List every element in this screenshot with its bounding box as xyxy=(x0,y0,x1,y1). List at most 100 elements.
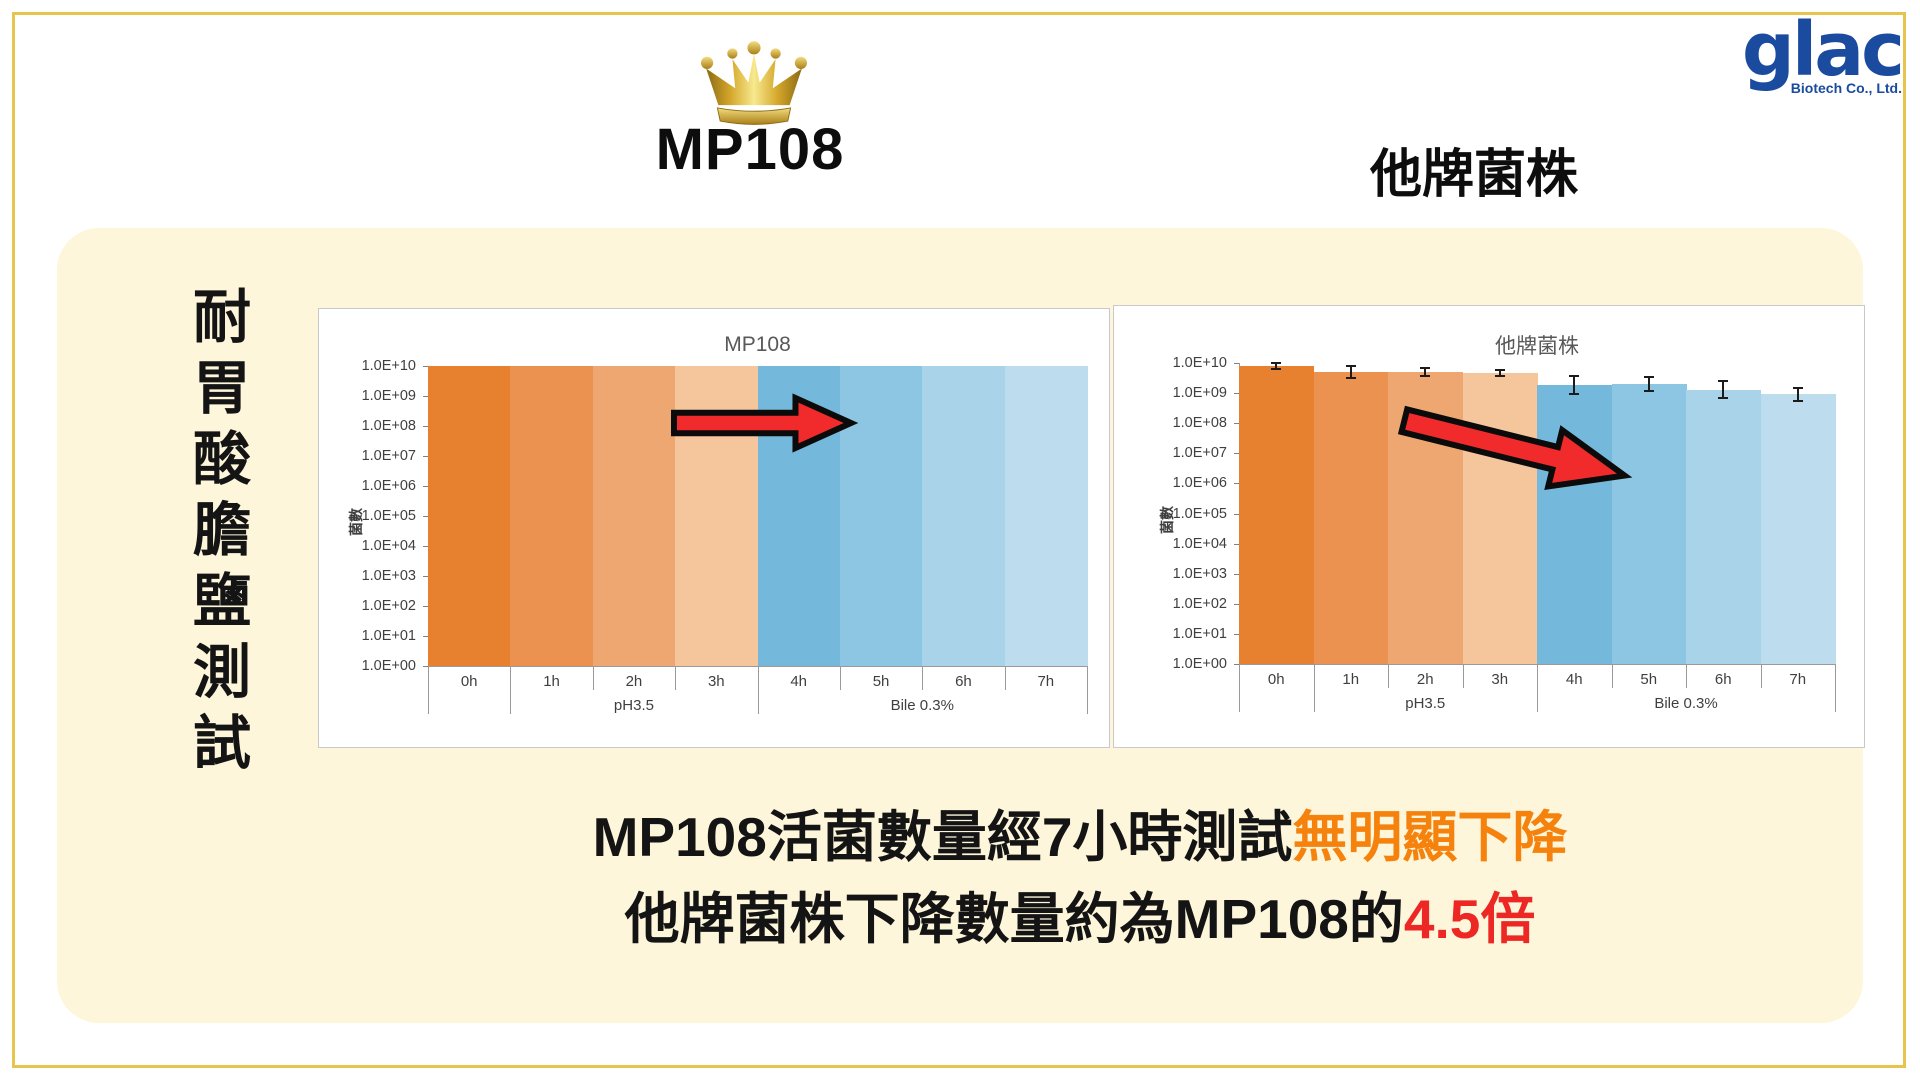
mp108-chart: MP108 菌數 1.0E+10 1.0E+09 1.0E+08 1.0E+07 1.0E+… xyxy=(318,308,1110,748)
y-tick-label: 1.0E+03 xyxy=(1172,565,1227,582)
summary-segment: MP108活菌數量經7小時測試 xyxy=(592,806,1293,868)
category-separator-tick xyxy=(1611,664,1613,688)
y-tick-mark xyxy=(1234,603,1239,605)
y-tick-mark xyxy=(1234,453,1239,455)
y-tick-label: 1.0E+01 xyxy=(1172,625,1227,642)
y-tick-mark xyxy=(423,576,428,577)
error-bar-cap xyxy=(1718,380,1729,383)
y-tick-mark xyxy=(1234,513,1239,515)
summary-segment: 他牌菌株下降數量約為MP108的 xyxy=(624,888,1404,950)
y-tick-mark xyxy=(1234,483,1239,485)
y-tick-label: 1.0E+05 xyxy=(361,508,416,524)
category-separator-tick xyxy=(1388,664,1389,688)
bar-3h xyxy=(1462,373,1538,664)
x-category-label: 1h xyxy=(543,673,560,690)
x-category-label: 7h xyxy=(1037,673,1055,690)
error-bar-cap xyxy=(1792,386,1803,389)
summary-segment: 無明顯下降 xyxy=(1292,806,1568,868)
y-tick-mark xyxy=(1234,664,1239,665)
y-tick-mark xyxy=(423,546,428,547)
y-tick-label: 1.0E+03 xyxy=(361,568,416,584)
x-category-label: 2h xyxy=(1416,671,1434,688)
y-tick-mark xyxy=(1234,573,1239,575)
y-tick-mark xyxy=(1234,363,1239,364)
bar-1h xyxy=(510,366,594,666)
error-bar-cap xyxy=(1792,400,1803,403)
glac-logo-wordmark: glac xyxy=(1741,7,1905,93)
y-tick-mark xyxy=(423,396,428,397)
x-category-label: 5h xyxy=(872,673,890,690)
trend-arrow-icon xyxy=(671,393,859,453)
error-bar-cap xyxy=(1718,397,1729,400)
glac-logo-subtitle: Biotech Co., Ltd. xyxy=(1790,80,1902,96)
y-tick-label: 1.0E+00 xyxy=(1172,656,1227,672)
x-group-label: pH3.5 xyxy=(1405,695,1446,712)
y-tick-mark xyxy=(1234,393,1239,395)
error-bar xyxy=(1647,377,1650,391)
gold-crown-icon xyxy=(700,41,808,125)
group-separator-tick xyxy=(1537,664,1538,712)
error-bar xyxy=(1796,387,1799,402)
y-tick-mark xyxy=(423,366,428,367)
y-tick-label: 1.0E+07 xyxy=(361,448,416,464)
y-tick-mark xyxy=(423,636,428,637)
y-tick-label: 1.0E+02 xyxy=(361,598,416,614)
x-category-label: 5h xyxy=(1640,671,1658,688)
y-tick-label: 1.0E+07 xyxy=(1172,445,1227,462)
y-tick-label: 1.0E+00 xyxy=(361,658,416,674)
error-bar xyxy=(1498,370,1501,377)
y-tick-mark xyxy=(423,456,428,457)
bar-5h xyxy=(839,366,923,666)
y-tick-label: 1.0E+08 xyxy=(1172,415,1227,432)
x-category-label: 4h xyxy=(1565,671,1583,688)
x-category-label: 7h xyxy=(1789,671,1807,688)
y-tick-label: 1.0E+04 xyxy=(361,538,416,554)
y-tick-mark xyxy=(1234,633,1239,635)
y-tick-label: 1.0E+01 xyxy=(361,628,416,644)
summary-text-block: MP108活菌數量經7小時測試無明顯下降 他牌菌株下降數量約為MP108的4.5… xyxy=(300,796,1860,960)
y-tick-mark xyxy=(1234,423,1239,425)
group-separator-tick xyxy=(428,666,429,714)
mp108-product-title: MP108 xyxy=(655,117,845,182)
chart-title: MP108 xyxy=(724,333,791,356)
bar-4h xyxy=(1537,385,1612,664)
group-separator-tick xyxy=(757,666,759,714)
error-bar xyxy=(1275,362,1278,369)
error-bar-cap xyxy=(1271,367,1282,370)
y-tick-mark xyxy=(1234,543,1239,545)
x-category-label: 6h xyxy=(955,673,972,690)
x-group-label: pH3.5 xyxy=(613,697,654,714)
group-separator-tick xyxy=(1087,666,1088,714)
x-category-label: 1h xyxy=(1342,671,1360,688)
category-separator-tick xyxy=(1462,664,1464,688)
error-bar-cap xyxy=(1494,375,1505,378)
y-tick-label: 1.0E+02 xyxy=(1172,595,1227,612)
error-bar-cap xyxy=(1420,374,1431,377)
y-tick-label: 1.0E+04 xyxy=(1172,535,1227,552)
error-bar-cap xyxy=(1345,365,1356,368)
y-tick-mark xyxy=(423,666,428,667)
chart-title: 他牌菌株 xyxy=(1495,335,1579,358)
bar-1h xyxy=(1313,372,1389,664)
bar-0h xyxy=(428,366,511,666)
y-tick-label: 1.0E+06 xyxy=(1172,475,1227,492)
bar-5h xyxy=(1611,384,1687,664)
group-separator-tick xyxy=(1835,664,1836,712)
competitor-chart: 他牌菌株 菌數 1.0E+10 1.0E+09 1.0E+08 1.0E+07 1.0E+0… xyxy=(1113,305,1865,748)
error-bar-cap xyxy=(1643,389,1654,392)
error-bar-cap xyxy=(1494,369,1505,372)
y-tick-mark xyxy=(423,606,428,607)
y-tick-mark xyxy=(423,486,428,487)
category-separator-tick xyxy=(922,666,924,690)
x-category-label: 0h xyxy=(1267,671,1285,688)
bar-6h xyxy=(922,366,1006,666)
competitor-product-title: 他牌菌株 xyxy=(1369,146,1578,204)
x-category-label: 4h xyxy=(790,673,808,690)
x-group-label: Bile 0.3% xyxy=(890,697,954,714)
error-bar-cap xyxy=(1643,376,1654,379)
category-separator-tick xyxy=(1004,666,1006,690)
y-tick-mark xyxy=(423,516,428,517)
error-bar xyxy=(1573,376,1576,395)
trend-arrow-icon xyxy=(1397,405,1633,491)
